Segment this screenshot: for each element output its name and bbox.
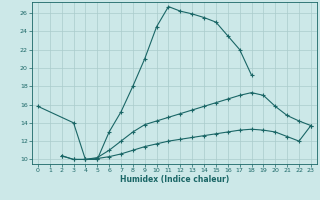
X-axis label: Humidex (Indice chaleur): Humidex (Indice chaleur): [120, 175, 229, 184]
